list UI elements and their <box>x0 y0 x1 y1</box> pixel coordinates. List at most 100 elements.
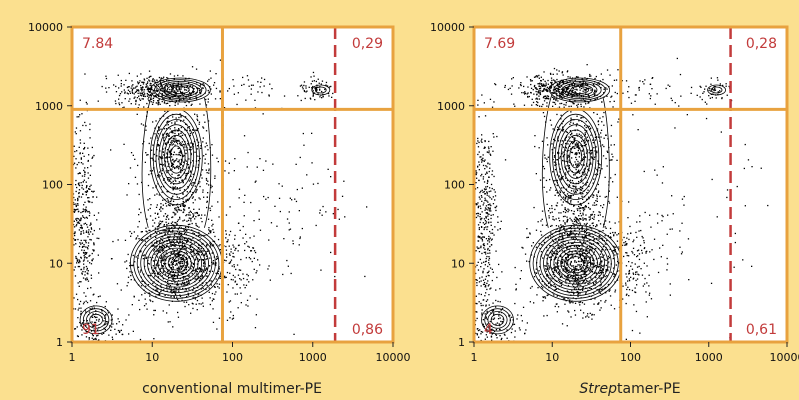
data-point <box>174 135 176 137</box>
data-point <box>205 179 208 181</box>
data-point <box>208 232 210 235</box>
data-point <box>600 205 602 207</box>
data-point <box>178 161 180 163</box>
data-point <box>76 260 78 262</box>
data-point <box>163 245 165 247</box>
data-point <box>580 180 582 182</box>
data-point <box>156 193 158 195</box>
data-point <box>567 275 570 277</box>
data-point <box>580 265 582 267</box>
data-point <box>146 88 148 91</box>
data-point <box>81 211 84 213</box>
data-point <box>576 143 578 146</box>
data-point <box>176 120 178 122</box>
data-point <box>602 206 604 209</box>
data-point <box>601 238 604 240</box>
data-point <box>603 92 605 94</box>
data-point <box>616 159 618 161</box>
data-point <box>169 255 171 257</box>
data-point <box>211 300 213 302</box>
data-point <box>177 147 179 150</box>
data-point <box>588 152 590 154</box>
data-point <box>202 259 204 262</box>
data-point <box>200 276 202 278</box>
data-point <box>573 288 576 290</box>
data-point <box>591 243 593 245</box>
data-point <box>578 197 580 199</box>
data-point <box>155 259 157 261</box>
data-point <box>151 103 154 105</box>
data-point <box>171 290 173 292</box>
data-point <box>192 196 194 198</box>
data-point <box>196 129 198 132</box>
data-point <box>598 290 600 292</box>
data-point <box>103 317 106 319</box>
contour-line <box>86 311 107 329</box>
data-point <box>119 330 121 332</box>
data-point <box>585 120 587 123</box>
data-point <box>561 97 563 100</box>
data-point <box>83 204 85 206</box>
data-point <box>166 132 168 135</box>
data-point <box>580 134 582 136</box>
data-point <box>567 198 569 200</box>
data-point <box>594 204 596 206</box>
data-point <box>84 201 86 203</box>
data-point <box>131 304 133 306</box>
data-point <box>161 173 163 175</box>
data-point <box>155 102 157 104</box>
data-point <box>595 273 598 275</box>
data-point <box>83 323 85 325</box>
data-point <box>570 190 573 192</box>
data-point <box>73 269 75 271</box>
data-point <box>179 189 181 191</box>
data-point <box>530 92 532 94</box>
data-point <box>589 128 592 130</box>
data-point <box>80 233 82 235</box>
data-point <box>198 234 200 236</box>
data-point <box>569 99 571 101</box>
data-point <box>212 240 214 242</box>
data-point <box>156 89 158 91</box>
data-point <box>156 87 158 89</box>
data-point <box>172 216 174 218</box>
data-point <box>551 253 553 255</box>
data-point <box>564 222 566 224</box>
data-point <box>145 227 147 229</box>
data-point <box>226 240 229 243</box>
data-point <box>142 124 145 126</box>
data-point <box>553 219 555 221</box>
data-point <box>268 265 270 267</box>
data-point <box>585 292 587 294</box>
data-point <box>208 270 211 272</box>
data-point <box>131 88 134 91</box>
data-point <box>576 104 578 107</box>
data-point <box>85 311 87 313</box>
data-point <box>568 235 570 237</box>
data-point <box>175 87 177 89</box>
data-point <box>191 184 193 186</box>
data-point <box>171 216 173 219</box>
data-point <box>583 174 585 176</box>
data-point <box>131 232 133 235</box>
data-point <box>592 222 594 224</box>
data-point <box>225 214 228 216</box>
data-point <box>583 303 586 305</box>
data-point <box>566 277 568 279</box>
data-point <box>159 232 161 234</box>
data-point <box>576 152 578 154</box>
data-point <box>547 294 549 296</box>
data-point <box>79 142 82 144</box>
data-point <box>537 101 539 104</box>
data-point <box>526 228 528 230</box>
data-point <box>585 287 587 289</box>
data-point <box>159 79 161 82</box>
data-point <box>116 283 119 285</box>
data-point <box>559 193 561 195</box>
data-point <box>562 88 565 90</box>
data-point <box>127 281 129 284</box>
data-point <box>157 176 159 178</box>
data-point <box>139 271 141 273</box>
data-point <box>585 234 587 237</box>
data-point <box>92 191 94 193</box>
